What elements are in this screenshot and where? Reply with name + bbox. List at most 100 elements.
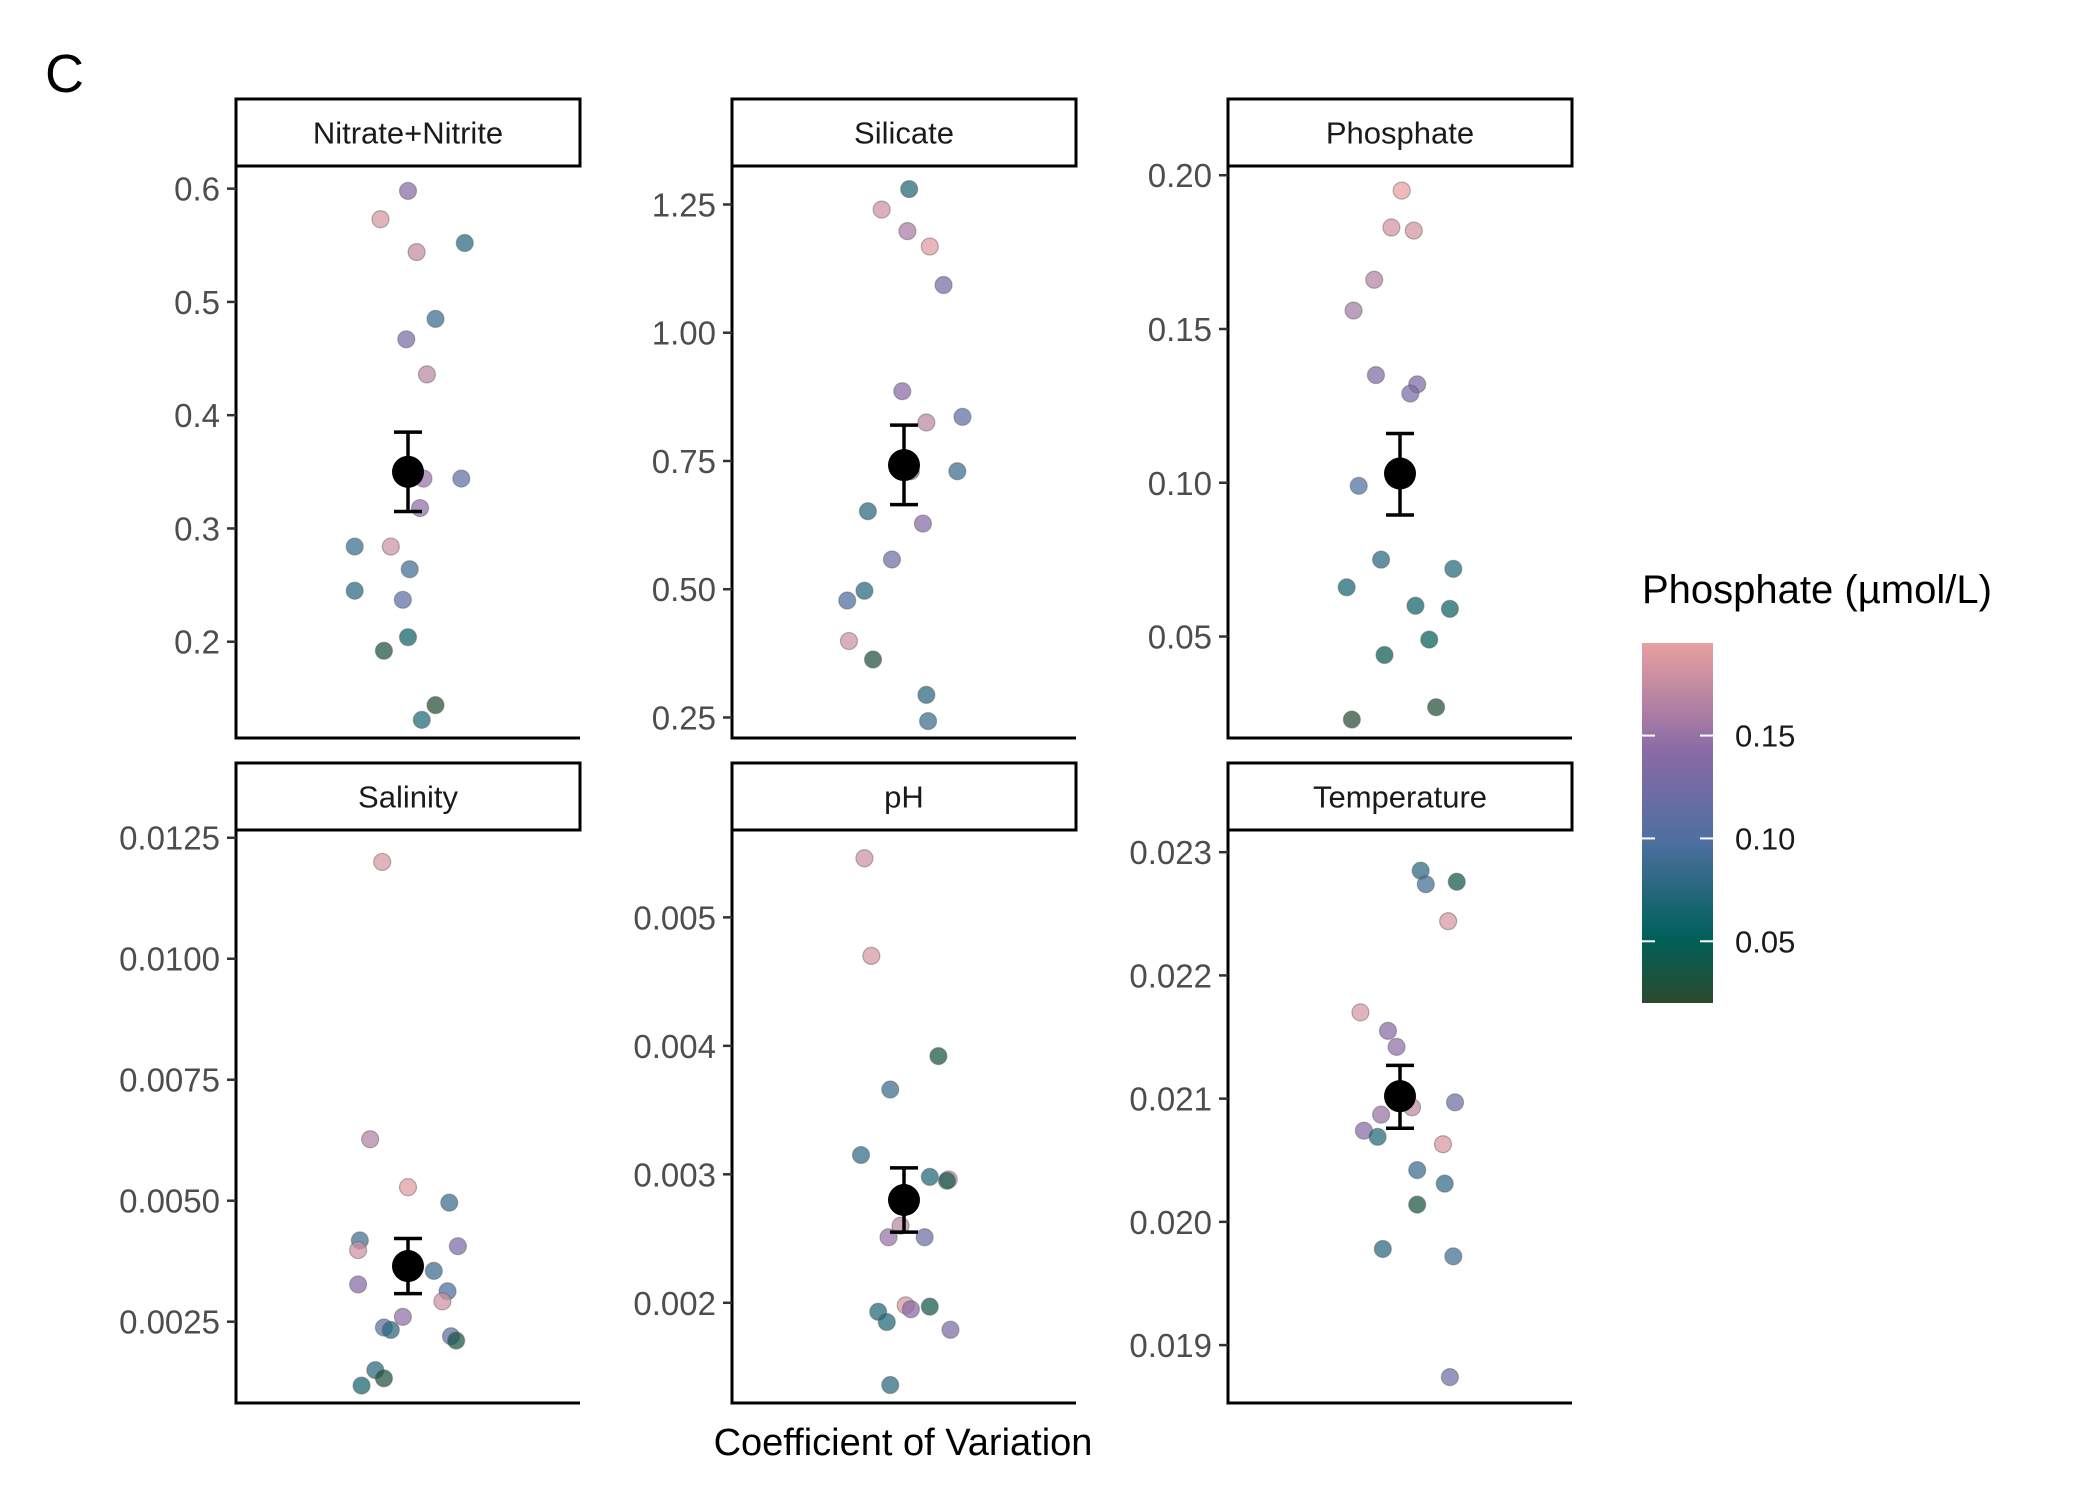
facet-strip-label: Phosphate bbox=[1326, 116, 1474, 151]
data-point bbox=[918, 711, 938, 731]
y-tick-label: 0.10 bbox=[1148, 465, 1212, 502]
data-point bbox=[838, 591, 857, 610]
data-point bbox=[839, 631, 859, 651]
data-point bbox=[393, 590, 412, 609]
data-point bbox=[1342, 710, 1361, 729]
legend-tick-label: 0.05 bbox=[1735, 924, 1795, 959]
y-tick-label: 0.20 bbox=[1148, 157, 1212, 194]
y-tick-label: 0.0075 bbox=[119, 1062, 220, 1099]
data-point bbox=[1366, 366, 1386, 385]
legend-tick-label: 0.15 bbox=[1735, 719, 1795, 754]
y-tick-label: 0.5 bbox=[174, 284, 220, 321]
y-tick-label: 0.75 bbox=[652, 443, 716, 480]
data-point bbox=[1445, 1093, 1465, 1112]
data-point bbox=[1439, 912, 1458, 931]
data-point bbox=[410, 498, 430, 518]
data-point bbox=[381, 1320, 400, 1340]
mean-point bbox=[1384, 1080, 1416, 1113]
data-point bbox=[898, 222, 917, 241]
facet-panel: Temperature 0.019 0.020 0.021 0.022 0.023 bbox=[1129, 761, 1574, 1405]
legend-tick-label: 0.10 bbox=[1735, 821, 1795, 856]
data-point bbox=[381, 537, 400, 556]
y-tick-label: 0.15 bbox=[1148, 311, 1212, 348]
y-tick-label: 0.6 bbox=[174, 171, 220, 208]
y-tick-label: 1.25 bbox=[652, 186, 716, 223]
data-point bbox=[1447, 872, 1466, 891]
facet-strip bbox=[730, 97, 1078, 168]
y-tick-label: 0.021 bbox=[1129, 1081, 1212, 1118]
data-point bbox=[374, 1369, 394, 1388]
facet-strip bbox=[730, 761, 1078, 832]
data-point bbox=[913, 514, 933, 533]
y-tick-label: 1.00 bbox=[652, 315, 716, 352]
data-point bbox=[858, 502, 877, 521]
mean-point bbox=[888, 449, 920, 482]
data-point bbox=[433, 1292, 452, 1311]
data-point bbox=[407, 242, 426, 262]
data-point bbox=[900, 179, 919, 199]
y-tick-label: 0.0050 bbox=[119, 1183, 220, 1220]
y-tick-label: 0.3 bbox=[174, 510, 220, 547]
data-point bbox=[917, 685, 936, 705]
data-point bbox=[398, 181, 418, 201]
data-point bbox=[1401, 384, 1420, 403]
data-point bbox=[1365, 270, 1384, 289]
data-point bbox=[920, 1297, 939, 1316]
data-point bbox=[345, 537, 364, 556]
facet-strip-label: pH bbox=[884, 780, 924, 815]
data-point bbox=[352, 1376, 371, 1395]
data-point bbox=[1416, 875, 1435, 894]
data-point bbox=[1420, 630, 1439, 649]
data-point bbox=[1440, 599, 1459, 618]
y-tick-label: 0.0100 bbox=[119, 941, 220, 978]
data-point bbox=[877, 1312, 896, 1332]
y-tick-label: 0.002 bbox=[633, 1285, 716, 1322]
y-tick-label: 0.022 bbox=[1129, 957, 1212, 994]
data-point bbox=[881, 1080, 900, 1099]
data-point bbox=[920, 1167, 939, 1186]
data-point bbox=[1433, 1135, 1453, 1154]
data-point bbox=[349, 1240, 368, 1260]
data-point bbox=[440, 1193, 459, 1212]
data-point bbox=[361, 1130, 380, 1149]
data-point bbox=[1368, 1127, 1387, 1146]
data-point bbox=[371, 210, 390, 229]
data-point bbox=[398, 1178, 418, 1197]
data-point bbox=[426, 309, 445, 329]
y-tick-label: 0.004 bbox=[633, 1028, 716, 1065]
facet-panel: Salinity 0.0025 0.0050 0.0075 0.0100 0.0125 bbox=[119, 761, 582, 1405]
data-point bbox=[412, 710, 431, 729]
y-tick-label: 0.05 bbox=[1148, 619, 1212, 656]
data-point bbox=[855, 849, 874, 868]
legend-ticks: 0.15 0.10 0.05 bbox=[1642, 719, 1795, 959]
data-point bbox=[448, 1237, 467, 1256]
data-point bbox=[862, 946, 881, 966]
data-point bbox=[1344, 301, 1363, 320]
data-point bbox=[901, 1300, 920, 1319]
data-point bbox=[373, 852, 392, 872]
data-point bbox=[417, 365, 437, 384]
facet-strip-label: Temperature bbox=[1313, 780, 1487, 815]
x-axis-title: Coefficient of Variation bbox=[714, 1422, 1093, 1464]
data-point bbox=[863, 650, 883, 669]
facet-panel: Silicate 0.25 0.50 0.75 1.00 1.25 bbox=[652, 97, 1078, 740]
data-point bbox=[397, 330, 416, 349]
data-point bbox=[393, 1307, 412, 1326]
data-point bbox=[881, 1375, 900, 1395]
data-point bbox=[1408, 1161, 1427, 1180]
data-point bbox=[452, 469, 471, 488]
mean-point bbox=[1384, 457, 1416, 490]
data-point bbox=[1371, 550, 1391, 569]
mean-point bbox=[888, 1184, 920, 1217]
color-legend: Phosphate (µmol/L) 0.15 0.10 0.05 bbox=[1642, 568, 1992, 1003]
facet-panel: Nitrate+Nitrite 0.2 0.3 0.4 0.5 0.6 bbox=[174, 97, 582, 740]
data-point bbox=[1382, 218, 1401, 237]
data-point bbox=[1349, 476, 1368, 495]
facet-strip-label: Nitrate+Nitrite bbox=[313, 116, 503, 151]
data-point bbox=[1435, 1174, 1454, 1193]
y-tick-label: 0.4 bbox=[174, 397, 220, 434]
data-point bbox=[1337, 578, 1356, 597]
panel-tag: C bbox=[45, 44, 84, 104]
